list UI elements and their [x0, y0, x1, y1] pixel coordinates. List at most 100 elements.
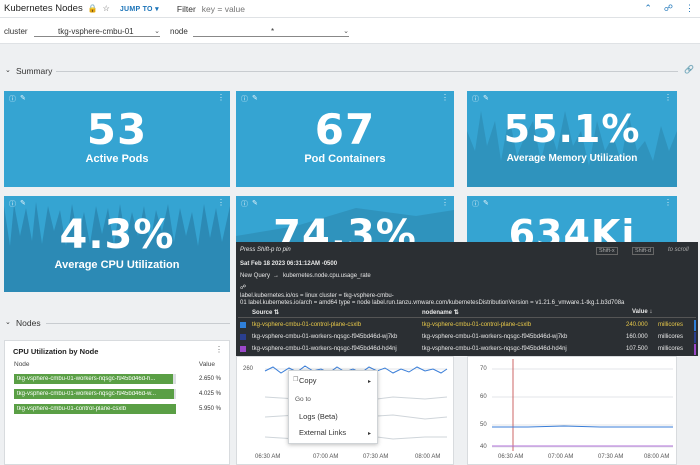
column-header-value[interactable]: Value ↓ — [632, 309, 652, 315]
filter-label: Filter — [176, 3, 196, 14]
more-vertical-icon[interactable]: ⋮ — [217, 198, 225, 207]
info-icon[interactable]: ⓘ — [472, 201, 479, 208]
edit-icon[interactable]: ✎ — [252, 95, 258, 102]
node-select[interactable]: * ⌄ — [193, 24, 349, 37]
more-vertical-icon[interactable]: ⋮ — [664, 93, 672, 102]
more-vertical-icon[interactable]: ⋮ — [441, 93, 449, 102]
sort-icon: ⇅ — [274, 310, 280, 316]
tile-memory-utilization: ⓘ ✎ ⋮ 55.1% Average Memory Utilization — [467, 91, 677, 187]
tooltip-timestamp: Sat Feb 18 2023 06:31:12AM -0500 — [240, 261, 338, 267]
cluster-value: tkg-vsphere-cmbu-01 — [58, 27, 134, 36]
edit-icon[interactable]: ✎ — [20, 200, 26, 207]
chevron-down-icon: ⌄ — [154, 28, 160, 35]
node-value: 5.950 % — [198, 406, 221, 412]
table-row[interactable]: tkg-vsphere-cmbu-01-workers-nqsgc-f945bd… — [14, 389, 229, 399]
collapse-icon[interactable]: ⌃ — [644, 3, 652, 13]
menu-item-copy[interactable]: Copy — [299, 376, 317, 385]
edit-icon[interactable]: ✎ — [20, 95, 26, 102]
star-icon[interactable]: ☆ — [102, 4, 110, 13]
more-vertical-icon[interactable]: ⋮ — [685, 3, 694, 13]
y-tick-label: 260 — [243, 366, 254, 372]
source-name: tkg-vsphere-cmbu-01-workers-nqsgc-f945bd… — [252, 346, 397, 352]
tooltip-series-row: tkg-vsphere-cmbu-01-workers-nqsgc-f945bd… — [238, 332, 696, 343]
tile-pod-containers: ⓘ ✎ ⋮ 67 Pod Containers — [236, 91, 454, 187]
series-color-swatch — [240, 346, 246, 352]
y-tick-label: 60 — [480, 394, 487, 400]
node-name: tkg-vsphere-cmbu-01-control-plane-csxlb — [17, 406, 127, 412]
table-row[interactable]: tkg-vsphere-cmbu-01-workers-nqsgc-f945bd… — [14, 374, 229, 384]
source-name: tkg-vsphere-cmbu-01-workers-nqsgc-f945bd… — [252, 334, 398, 340]
x-tick-label: 07:30 AM — [363, 454, 389, 460]
section-divider — [46, 323, 230, 324]
tooltip-series-row: tkg-vsphere-cmbu-01-control-plane-csxlb t… — [238, 320, 696, 331]
column-header-nodename[interactable]: nodename ⇅ — [422, 309, 459, 316]
point-tags: 01 label.kubernetes.io/arch = amd64 type… — [240, 300, 625, 306]
chevron-down-icon[interactable]: ⌄ — [5, 67, 11, 74]
chevron-right-icon: ▸ — [367, 379, 371, 385]
shortcut-key: Shift-x — [596, 247, 618, 255]
menu-item-logs[interactable]: Logs (Beta) — [299, 412, 338, 421]
lock-icon[interactable]: 🔒 — [87, 4, 98, 13]
menu-group-goto: Go to — [295, 396, 311, 403]
tile-value: 55.1% — [503, 107, 641, 151]
edit-icon[interactable]: ✎ — [252, 200, 258, 207]
sparkline-background — [467, 111, 677, 187]
y-tick-label: 40 — [480, 444, 487, 450]
summary-section-title: Summary — [16, 66, 53, 76]
x-tick-label: 07:00 AM — [548, 454, 574, 460]
tag-icon: ☍ — [240, 285, 247, 291]
more-vertical-icon[interactable]: ⋮ — [215, 345, 223, 354]
nodes-section-header[interactable]: ⌄ Nodes — [0, 316, 700, 330]
share-icon[interactable]: ☍ — [663, 3, 673, 13]
tile-active-pods: ⓘ ✎ ⋮ 53 Active Pods — [4, 91, 230, 187]
query-name: New Query — [240, 273, 271, 279]
x-tick-label: 08:00 AM — [644, 454, 670, 460]
info-icon[interactable]: ⓘ — [241, 201, 248, 208]
column-header-source[interactable]: Source ⇅ — [252, 309, 279, 316]
jump-to-button[interactable]: JUMP TO ▾ — [120, 5, 159, 13]
value-bar — [14, 389, 175, 399]
table-row[interactable]: tkg-vsphere-cmbu-01-control-plane-csxlb 5… — [14, 404, 229, 414]
info-icon[interactable]: ⓘ — [9, 96, 16, 103]
summary-section-header[interactable]: ⌄ Summary 🔗 — [0, 64, 700, 78]
tile-value: 67 — [314, 105, 376, 154]
column-header-value: Value — [198, 361, 215, 368]
tooltip-table-header: Source ⇅ nodename ⇅ Value ↓ — [238, 308, 696, 318]
copy-icon: ❐ — [293, 377, 299, 383]
y-tick-label: 50 — [480, 422, 487, 428]
edit-icon[interactable]: ✎ — [483, 200, 489, 207]
column-header-label: Value — [632, 309, 648, 315]
link-icon[interactable]: 🔗 — [684, 65, 694, 74]
node-name: tkg-vsphere-cmbu-01-control-plane-csxlb — [422, 322, 532, 328]
series-value: 160.000 — [626, 334, 648, 340]
more-vertical-icon[interactable]: ⋮ — [441, 198, 449, 207]
series-color-edge — [694, 332, 696, 343]
node-metric-chart[interactable] — [468, 357, 676, 465]
filter-input[interactable] — [201, 3, 322, 14]
info-icon[interactable]: ⓘ — [472, 96, 479, 103]
menu-item-external-links[interactable]: External Links — [299, 428, 347, 437]
dashboard-title: Kubernetes Nodes — [4, 3, 83, 14]
x-tick-label: 07:00 AM — [313, 454, 339, 460]
more-vertical-icon[interactable]: ⋮ — [664, 198, 672, 207]
node-value: 2.650 % — [198, 376, 221, 382]
panel-title: CPU Utilization by Node — [13, 347, 99, 356]
chevron-down-icon[interactable]: ⌄ — [5, 319, 11, 326]
x-tick-label: 06:30 AM — [498, 454, 524, 460]
tile-label: Pod Containers — [304, 153, 386, 165]
cluster-select[interactable]: tkg-vsphere-cmbu-01 ⌄ — [34, 24, 160, 37]
edit-icon[interactable]: ✎ — [483, 95, 489, 102]
jump-to-label: JUMP TO — [119, 5, 153, 13]
sparkline-background — [4, 202, 230, 292]
tile-value: 53 — [86, 105, 148, 154]
chevron-down-icon: ▾ — [155, 5, 159, 13]
value-unit: millicores — [658, 334, 684, 340]
node-metric-chart-panel: 70 60 50 40 06:30 AM 07:00 AM 07:30 AM 0… — [467, 356, 677, 465]
more-vertical-icon[interactable]: ⋮ — [217, 93, 225, 102]
info-icon[interactable]: ⓘ — [241, 96, 248, 103]
info-icon[interactable]: ⓘ — [9, 201, 16, 208]
x-tick-label: 06:30 AM — [255, 454, 281, 460]
tile-tools: ⓘ ✎ — [9, 199, 26, 209]
point-tags: label.kubernetes.io/os = linux cluster =… — [240, 293, 394, 299]
tooltip-series-row: tkg-vsphere-cmbu-01-workers-nqsgc-f945bd… — [238, 344, 696, 355]
